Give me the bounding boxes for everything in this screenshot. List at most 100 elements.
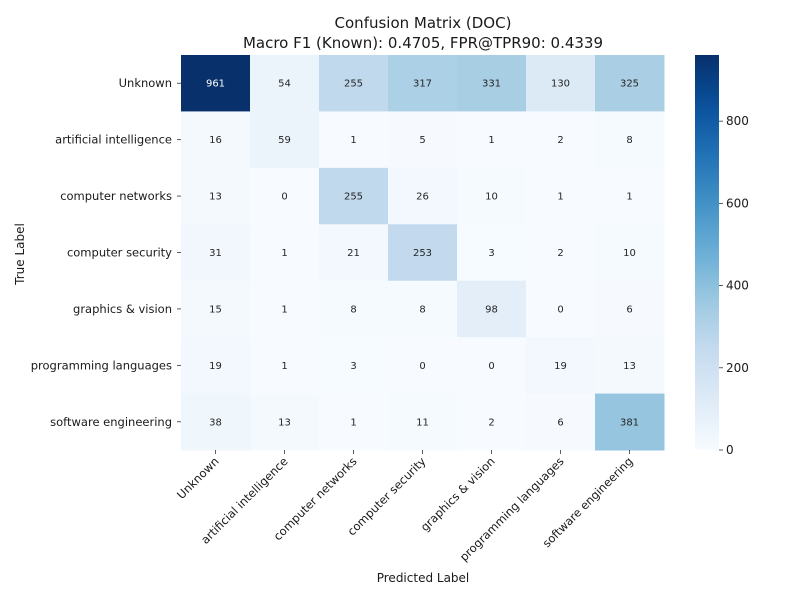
heatmap-cell: [526, 280, 596, 338]
cell-value-label: 10: [485, 192, 498, 203]
cell-value-label: 1: [281, 304, 287, 315]
chart-subtitle: Macro F1 (Known): 0.4705, FPR@TPR90: 0.4…: [243, 34, 603, 52]
cell-value-label: 0: [419, 361, 425, 372]
heatmap-cell: [457, 111, 527, 169]
heatmap-cell: [457, 224, 527, 282]
heatmap-cell: [181, 337, 251, 395]
heatmap-cell: [181, 280, 251, 338]
heatmap-cell: [526, 224, 596, 282]
colorbar: [695, 55, 719, 450]
heatmap-cell: [250, 111, 320, 169]
cell-value-label: 130: [551, 79, 570, 90]
heatmap-cell: [319, 55, 389, 112]
cell-value-label: 255: [344, 192, 363, 203]
cell-value-label: 19: [209, 361, 222, 372]
cell-value-label: 8: [626, 135, 632, 146]
cell-value-label: 253: [413, 248, 432, 259]
cell-value-label: 0: [557, 304, 563, 315]
heatmap-cells: [181, 55, 665, 451]
y-axis-label: True Label: [13, 223, 27, 286]
cell-value-label: 16: [209, 135, 222, 146]
cell-value-label: 6: [557, 417, 563, 428]
heatmap-cell: [388, 280, 458, 338]
heatmap-cell: [319, 337, 389, 395]
x-tick-label: Unknown: [174, 454, 222, 502]
y-axis-ticks: Unknown artificial intelligence computer n…: [31, 76, 181, 429]
y-tick-label: Unknown: [119, 76, 172, 90]
cell-value-label: 1: [281, 248, 287, 259]
chart-title: Confusion Matrix (DOC): [335, 14, 512, 32]
heatmap-cell: [595, 280, 665, 338]
cell-value-label: 1: [488, 135, 494, 146]
x-tick-label: computer security: [344, 454, 428, 538]
cell-value-label: 10: [623, 248, 636, 259]
heatmap-cell: [319, 280, 389, 338]
heatmap-cell: [388, 111, 458, 169]
cell-value-label: 1: [557, 192, 563, 203]
heatmap-cell: [319, 167, 389, 225]
heatmap-cell: [457, 167, 527, 225]
heatmap-cell: [526, 111, 596, 169]
cell-value-label: 13: [278, 417, 291, 428]
cell-value-label: 8: [419, 304, 425, 315]
heatmap-cell: [595, 393, 665, 451]
y-tick-label: computer networks: [60, 189, 172, 203]
heatmap-cell: [457, 280, 527, 338]
heatmap-cell: [250, 55, 320, 112]
cell-value-label: 0: [281, 192, 287, 203]
cell-value-label: 255: [344, 79, 363, 90]
cell-value-label: 8: [350, 304, 356, 315]
heatmap-cell: [388, 337, 458, 395]
cell-value-label: 1: [350, 417, 356, 428]
cell-value-label: 6: [626, 304, 632, 315]
heatmap-cell: [595, 224, 665, 282]
cell-value-label: 325: [620, 79, 639, 90]
cell-value-label: 0: [488, 361, 494, 372]
cell-value-label: 5: [419, 135, 425, 146]
heatmap-cell: [319, 111, 389, 169]
heatmap-cell: [388, 393, 458, 451]
cell-value-label: 13: [623, 361, 636, 372]
colorbar-tick-label: 800: [726, 114, 749, 128]
cell-value-label: 331: [482, 79, 501, 90]
cell-value-label: 98: [485, 304, 498, 315]
heatmap-cell: [250, 167, 320, 225]
y-tick-label: artificial intelligence: [55, 133, 172, 147]
y-tick-label: graphics & vision: [73, 302, 172, 316]
heatmap-cell: [181, 55, 251, 112]
cell-value-label: 38: [209, 417, 222, 428]
colorbar-tick-label: 600: [726, 196, 749, 210]
cell-value-label: 381: [620, 417, 639, 428]
heatmap-cell: [526, 393, 596, 451]
colorbar-tick-label: 400: [726, 279, 749, 293]
cell-value-label: 2: [557, 135, 563, 146]
heatmap-cell: [319, 393, 389, 451]
cell-value-label: 59: [278, 135, 291, 146]
heatmap-cell: [181, 167, 251, 225]
colorbar-tick-label: 0: [726, 443, 734, 457]
y-tick-label: programming languages: [31, 358, 172, 372]
heatmap-cell: [181, 393, 251, 451]
cell-value-label: 31: [209, 248, 222, 259]
heatmap-cell: [250, 393, 320, 451]
cell-value-label: 317: [413, 79, 432, 90]
cell-value-label: 2: [557, 248, 563, 259]
heatmap-cell: [526, 167, 596, 225]
cell-value-label: 19: [554, 361, 567, 372]
y-tick-label: software engineering: [50, 415, 172, 429]
heatmap-cell: [457, 393, 527, 451]
heatmap-cell: [526, 55, 596, 112]
cell-value-label: 21: [347, 248, 360, 259]
heatmap-cell: [526, 337, 596, 395]
heatmap-cell: [250, 337, 320, 395]
heatmap-cell: [595, 337, 665, 395]
colorbar-tick-label: 200: [726, 361, 749, 375]
heatmap-cell: [250, 224, 320, 282]
heatmap-cell: [457, 337, 527, 395]
heatmap-cell: [181, 111, 251, 169]
heatmap-cell: [250, 280, 320, 338]
cell-value-label: 3: [350, 361, 356, 372]
cell-value-label: 1: [281, 361, 287, 372]
